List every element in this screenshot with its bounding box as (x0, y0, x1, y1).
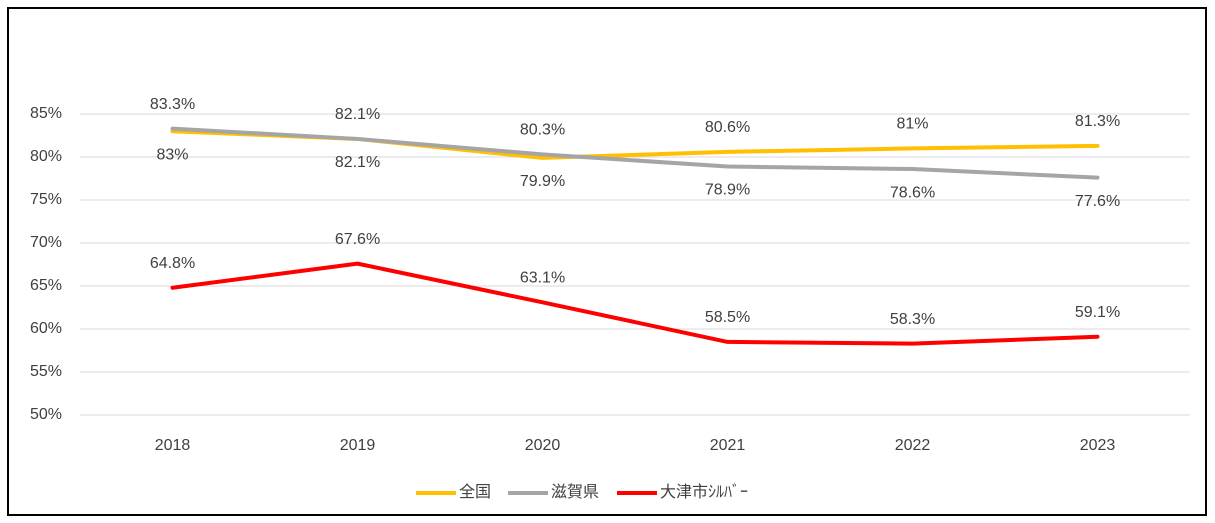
legend-label: 大津市ｼﾙﾊﾞｰ (660, 483, 748, 501)
data-label: 81% (896, 116, 928, 133)
data-label: 63.1% (520, 270, 565, 287)
data-label: 78.6% (890, 184, 935, 201)
data-label: 81.3% (1075, 113, 1120, 130)
y-tick-label: 65% (30, 277, 62, 294)
data-label: 58.3% (890, 311, 935, 328)
data-label: 79.9% (520, 173, 565, 190)
x-tick-label: 2019 (340, 437, 376, 454)
series-line (170, 261, 1100, 346)
series-line (170, 126, 1100, 180)
y-tick-label: 80% (30, 148, 62, 165)
data-label: 80.6% (705, 119, 750, 136)
y-tick-label: 75% (30, 191, 62, 208)
y-tick-label: 85% (30, 105, 62, 122)
data-label: 82.1% (335, 154, 380, 171)
x-tick-label: 2022 (895, 437, 931, 454)
legend-label: 全国 (459, 483, 491, 501)
data-label: 82.1% (335, 106, 380, 123)
y-tick-label: 60% (30, 320, 62, 337)
data-label: 78.9% (705, 182, 750, 199)
x-tick-label: 2020 (525, 437, 561, 454)
data-label: 80.3% (520, 122, 565, 139)
data-label: 67.6% (335, 231, 380, 248)
data-label: 77.6% (1075, 193, 1120, 210)
y-tick-label: 50% (30, 406, 62, 423)
data-label: 83% (156, 146, 188, 163)
data-label: 64.8% (150, 255, 195, 272)
data-label: 58.5% (705, 309, 750, 326)
x-tick-label: 2023 (1080, 437, 1116, 454)
legend-label: 滋賀県 (551, 483, 599, 501)
y-tick-label: 70% (30, 234, 62, 251)
data-label: 59.1% (1075, 304, 1120, 321)
y-tick-label: 55% (30, 363, 62, 380)
x-tick-label: 2018 (155, 437, 191, 454)
x-tick-label: 2021 (710, 437, 746, 454)
chart-border (7, 7, 1207, 516)
data-label: 83.3% (150, 96, 195, 113)
